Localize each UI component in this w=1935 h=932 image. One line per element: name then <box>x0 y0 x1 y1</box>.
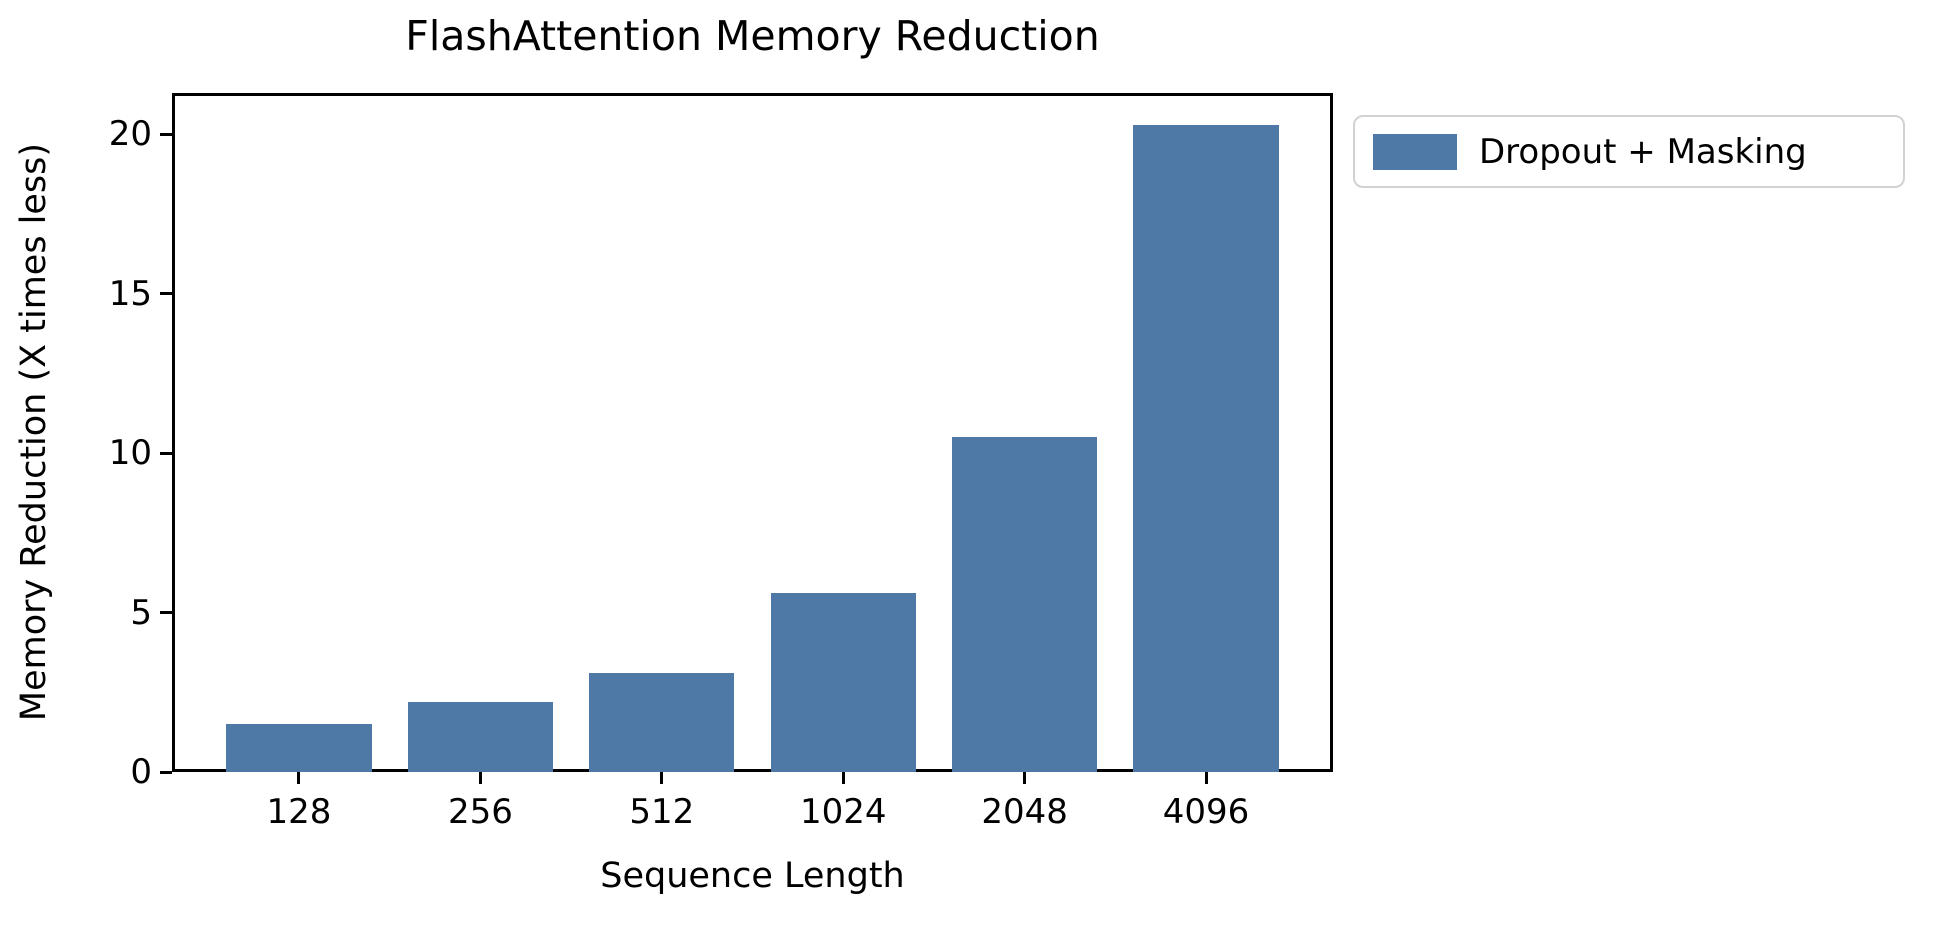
legend: Dropout + Masking <box>1353 115 1905 188</box>
x-tick-label-1024: 1024 <box>799 792 887 832</box>
x-tick-label-128: 128 <box>266 792 332 832</box>
bar-256 <box>407 701 553 772</box>
y-tick-label-15: 15 <box>108 273 152 314</box>
y-tick-5 <box>160 611 172 615</box>
x-axis-label: Sequence Length <box>600 856 905 896</box>
y-tick-label-20: 20 <box>108 114 152 155</box>
x-tick-label-512: 512 <box>629 792 695 832</box>
y-tick-10 <box>160 451 172 455</box>
y-tick-label-5: 5 <box>130 592 152 633</box>
x-tick-1024 <box>841 772 845 784</box>
x-tick-256 <box>478 772 482 784</box>
plot-area <box>172 93 1333 772</box>
x-tick-label-2048: 2048 <box>981 792 1068 832</box>
x-tick-4096 <box>1204 772 1208 784</box>
bar-512 <box>589 673 735 772</box>
bar-2048 <box>952 437 1098 772</box>
chart-title: FlashAttention Memory Reduction <box>405 12 1100 60</box>
x-tick-128 <box>297 772 301 784</box>
y-tick-15 <box>160 292 172 296</box>
bar-128 <box>226 724 372 772</box>
legend-label: Dropout + Masking <box>1479 131 1807 172</box>
x-tick-label-256: 256 <box>447 792 513 832</box>
x-tick-label-4096: 4096 <box>1162 792 1250 832</box>
y-tick-0 <box>160 770 172 774</box>
y-tick-20 <box>160 132 172 136</box>
bar-1024 <box>770 593 916 772</box>
bar-4096 <box>1133 124 1279 772</box>
y-axis-label: Memory Reduction (X times less) <box>14 142 54 722</box>
y-tick-label-10: 10 <box>108 433 152 474</box>
y-tick-label-0: 0 <box>130 752 152 792</box>
legend-swatch <box>1373 133 1457 170</box>
x-tick-2048 <box>1023 772 1027 784</box>
x-tick-512 <box>660 772 664 784</box>
